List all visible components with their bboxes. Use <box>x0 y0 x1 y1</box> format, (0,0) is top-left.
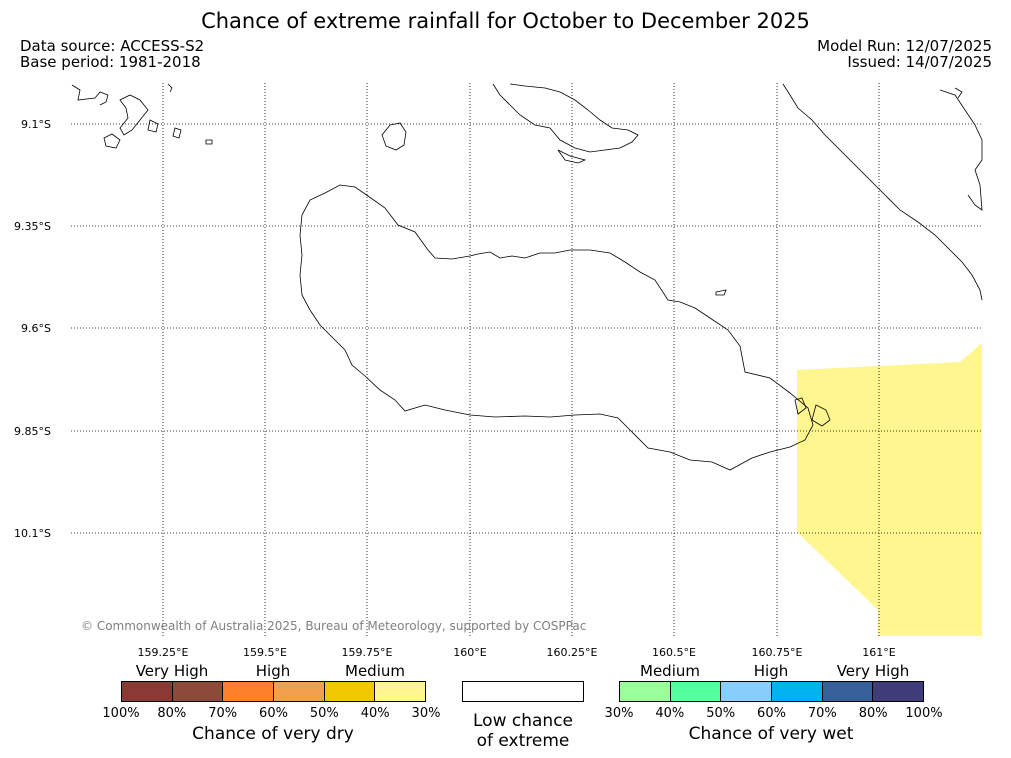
colorbar-tick-label: 70% <box>807 706 837 721</box>
lon-tick: 160.25°E <box>546 646 598 659</box>
wet-colorbar-title: Chance of very wet <box>688 724 854 744</box>
run-info: Model Run: 12/07/2025 Issued: 14/07/2025 <box>817 38 992 70</box>
colorbar-tick-label: 40% <box>655 706 685 721</box>
lat-tick: 10.1°S <box>14 527 51 540</box>
colorbar-tick-label: 50% <box>309 706 339 721</box>
wet-category-label: Medium <box>640 662 700 680</box>
colorbar-tick-label: 30% <box>604 706 634 721</box>
colorbar-tick-label: 60% <box>259 706 288 721</box>
colorbar-swatch <box>324 682 376 701</box>
lat-tick: 9.35°S <box>14 220 51 233</box>
lon-tick: 160.5°E <box>652 646 696 659</box>
lon-tick: 159.25°E <box>137 646 189 659</box>
colorbar-tick-label: 50% <box>706 706 736 721</box>
lon-tick: 161°E <box>862 646 896 659</box>
low-chance-line2: of extreme <box>476 731 570 751</box>
issued-date: Issued: 14/07/2025 <box>847 53 992 71</box>
low-chance-swatch <box>462 681 584 702</box>
colorbar-tick-label: 100% <box>905 706 943 721</box>
dry-colorbar <box>121 681 426 702</box>
colorbar-tick-label: 70% <box>208 706 238 721</box>
data-source-info: Data source: ACCESS-S2 Base period: 1981… <box>20 38 204 70</box>
wet-category-label: High <box>753 662 789 680</box>
dry-category-label: Very High <box>135 662 209 680</box>
wet-category-label: Very High <box>836 662 910 680</box>
dry-category-label: High <box>255 662 291 680</box>
lat-tick: 9.85°S <box>14 425 51 438</box>
base-period: Base period: 1981-2018 <box>20 53 201 71</box>
lat-tick: 9.6°S <box>21 322 51 335</box>
colorbar-swatch <box>822 682 874 701</box>
colorbar-tick-label: 100% <box>102 706 140 721</box>
low-chance-label: Low chance of extreme <box>443 711 603 751</box>
colorbar-tick-label: 80% <box>157 706 187 721</box>
colorbar-swatch <box>620 682 671 701</box>
colorbar-swatch <box>772 682 823 701</box>
lon-tick: 159.75°E <box>341 646 393 659</box>
colorbar-swatch <box>721 682 773 701</box>
colorbar-tick-label: 40% <box>360 706 390 721</box>
dry-colorbar-title: Chance of very dry <box>192 724 354 744</box>
colorbar-swatch <box>375 682 426 701</box>
low-chance-line1: Low chance <box>473 711 573 731</box>
wet-colorbar <box>619 681 924 702</box>
dry-category-label: Medium <box>345 662 405 680</box>
lon-tick: 160.75°E <box>751 646 803 659</box>
copyright-notice: © Commonwealth of Australia 2025, Bureau… <box>81 619 587 633</box>
model-run: Model Run: 12/07/2025 <box>817 37 992 55</box>
colorbar-swatch <box>873 682 924 701</box>
colorbar-tick-label: 60% <box>757 706 786 721</box>
colorbar-swatch <box>223 682 275 701</box>
map-title: Chance of extreme rainfall for October t… <box>201 9 810 33</box>
colorbar-swatch <box>122 682 173 701</box>
forecast-shaded-region <box>797 343 982 636</box>
colorbar-swatch <box>172 682 224 701</box>
lon-tick: 159.5°E <box>243 646 287 659</box>
colorbar-swatch <box>274 682 325 701</box>
lon-tick: 160°E <box>453 646 487 659</box>
colorbar-tick-label: 30% <box>411 706 441 721</box>
data-source: Data source: ACCESS-S2 <box>20 37 205 55</box>
coastlines <box>71 83 983 471</box>
lat-tick: 9.1°S <box>21 118 51 131</box>
gridlines <box>71 83 982 636</box>
colorbar-swatch <box>670 682 722 701</box>
colorbar-tick-label: 80% <box>858 706 888 721</box>
